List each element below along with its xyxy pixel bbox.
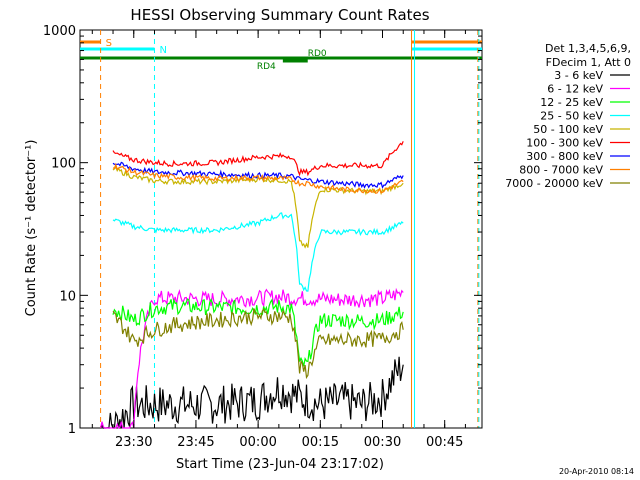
chart-title: HESSI Observing Summary Count Rates bbox=[130, 6, 429, 24]
series-layer bbox=[100, 141, 404, 429]
series-line bbox=[112, 141, 404, 177]
legend-header: FDecim 1, Att 0 bbox=[546, 56, 631, 69]
series-line bbox=[112, 161, 404, 189]
x-tick-label: 00:15 bbox=[302, 435, 339, 450]
flag-label-rd4: RD4 bbox=[257, 62, 276, 72]
legend-label: 7000 - 20000 keV bbox=[505, 177, 603, 190]
legend-header: Det 1,3,4,5,6,9, bbox=[545, 42, 631, 55]
series-line bbox=[112, 308, 404, 380]
y-tick-label: 1 bbox=[68, 422, 76, 437]
flag-label-n: N bbox=[159, 45, 166, 56]
legend-label: 50 - 100 keV bbox=[533, 123, 603, 136]
y-axis-label: Count Rate (s⁻¹ detector⁻¹) bbox=[24, 140, 39, 317]
series-line bbox=[112, 166, 404, 249]
axis-layer: 1 10 100 1000 23:30 23:45 00:00 00:15 00:30 00:45 bbox=[43, 24, 482, 450]
flag-label-rd0: RD0 bbox=[308, 49, 327, 59]
x-tick-label: 00:45 bbox=[426, 435, 463, 450]
legend-label: 6 - 12 keV bbox=[547, 83, 603, 96]
series-line bbox=[112, 297, 404, 367]
legend: Det 1,3,4,5,6,9,FDecim 1, Att 03 - 6 keV… bbox=[505, 42, 631, 190]
x-tick-label: 00:30 bbox=[364, 435, 401, 450]
legend-label: 800 - 7000 keV bbox=[519, 164, 603, 177]
x-tick-label: 23:30 bbox=[115, 435, 152, 450]
y-tick-label: 100 bbox=[51, 157, 76, 172]
legend-label: 300 - 800 keV bbox=[526, 150, 603, 163]
y-tick-label: 10 bbox=[59, 289, 76, 304]
x-tick-label: 00:00 bbox=[239, 435, 276, 450]
x-tick-label: 23:45 bbox=[177, 435, 214, 450]
series-line bbox=[100, 356, 404, 429]
plot-frame bbox=[79, 29, 483, 429]
legend-label: 100 - 300 keV bbox=[526, 137, 603, 150]
x-axis-label: Start Time (23-Jun-04 23:17:02) bbox=[176, 457, 384, 472]
legend-label: 25 - 50 keV bbox=[540, 110, 603, 123]
flag-label-s: S bbox=[106, 38, 112, 49]
footer-date: 20-Apr-2010 08:14 bbox=[559, 467, 634, 476]
y-tick-label: 1000 bbox=[43, 24, 76, 39]
legend-label: 3 - 6 keV bbox=[554, 69, 603, 82]
series-line bbox=[112, 162, 404, 194]
series-line bbox=[100, 287, 404, 429]
legend-label: 12 - 25 keV bbox=[540, 96, 603, 109]
series-line bbox=[112, 212, 404, 292]
